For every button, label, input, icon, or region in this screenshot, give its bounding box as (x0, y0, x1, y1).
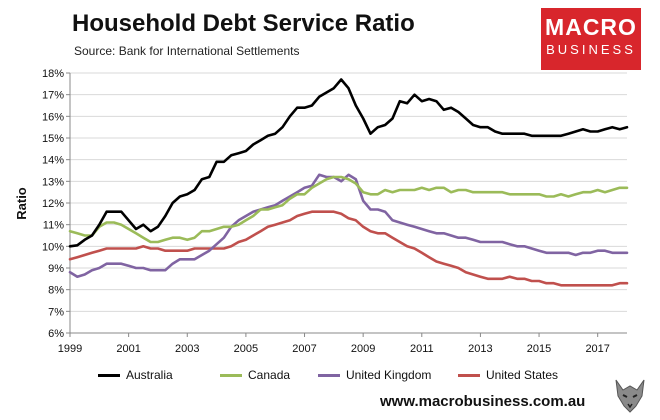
series-line-united-states (68, 210, 629, 287)
x-tick-label: 2017 (585, 343, 609, 355)
chart-title: Household Debt Service Ratio (72, 10, 415, 37)
y-tick-label: 11% (43, 220, 64, 232)
series-line-australia (68, 78, 629, 248)
macrobusiness-logo: MACRO BUSINESS (541, 8, 641, 70)
logo-line-2: BUSINESS (546, 42, 636, 57)
y-tick-label: 17% (42, 90, 64, 102)
x-tick-label: 2009 (351, 343, 375, 355)
y-tick-label: 13% (42, 176, 64, 188)
series-line-united-kingdom (68, 173, 629, 278)
x-tick-label: 2005 (234, 343, 258, 355)
y-tick-label: 16% (42, 111, 64, 123)
y-tick-label: 7% (48, 306, 64, 318)
x-tick-label: 1999 (58, 343, 82, 355)
legend-swatch-united-states (458, 374, 480, 378)
y-tick-label: 15% (42, 133, 64, 145)
y-tick-label: 9% (48, 263, 64, 275)
legend-swatch-canada (220, 374, 242, 378)
legend-swatch-australia (98, 374, 120, 378)
legend-item-australia: Australia (98, 368, 173, 382)
legend-label-canada: Canada (248, 368, 291, 382)
wolf-logo-icon (612, 376, 648, 414)
y-tick-label: 10% (42, 241, 64, 253)
legend-label-australia: Australia (126, 368, 173, 382)
y-tick-label: 18% (42, 68, 64, 80)
legend-item-united-kingdom: United Kingdom (318, 368, 431, 382)
y-tick-label: 6% (48, 328, 64, 340)
x-tick-label: 2007 (292, 343, 316, 355)
series-line-canada (68, 175, 629, 244)
legend-label-united-states: United States (486, 368, 559, 382)
y-tick-label: 14% (42, 155, 64, 167)
chart-subtitle: Source: Bank for International Settlemen… (74, 44, 300, 58)
legend-item-united-states: United States (458, 368, 558, 382)
series-lines (68, 78, 629, 287)
x-tick-label: 2003 (175, 343, 199, 355)
website-url: www.macrobusiness.com.au (380, 393, 586, 410)
x-tick-label: 2013 (468, 343, 492, 355)
x-tick-label: 2011 (410, 343, 434, 355)
legend-item-canada: Canada (220, 368, 290, 382)
logo-line-1: MACRO (545, 14, 637, 40)
y-tick-label: 8% (48, 285, 64, 297)
gridlines (70, 72, 627, 334)
axes (66, 72, 627, 337)
tick-labels: 6% 7% 8% 9% 10% 11% 12% 13% 14% 15% 16% 17% 18% 1999 2… (42, 68, 610, 355)
legend-label-united-kingdom: United Kingdom (346, 368, 432, 382)
legend-swatch-united-kingdom (318, 374, 340, 378)
x-tick-label: 2015 (527, 343, 551, 355)
y-tick-label: 12% (42, 198, 64, 210)
x-tick-label: 2001 (116, 343, 140, 355)
